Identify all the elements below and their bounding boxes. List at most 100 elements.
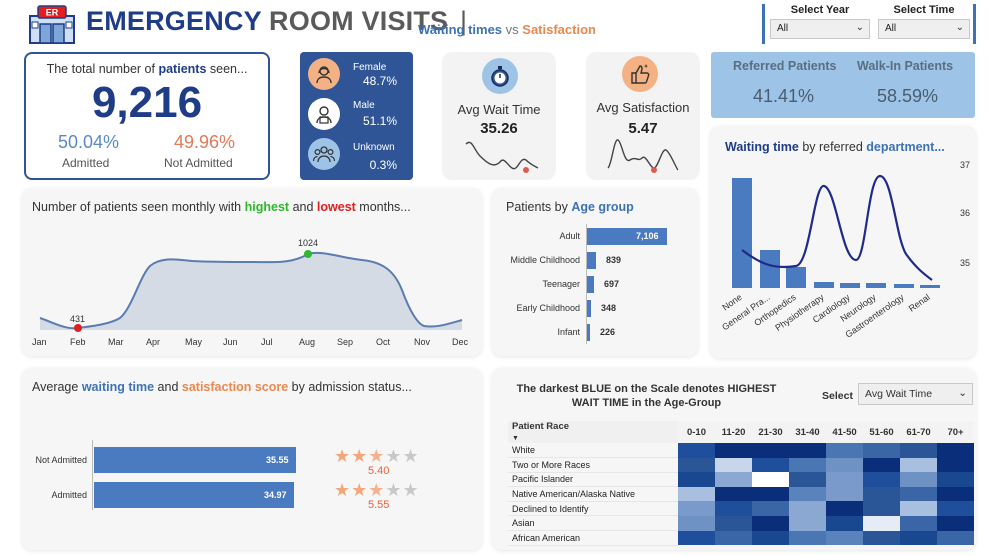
heatmap-cell[interactable] <box>937 530 974 546</box>
month-label-oct: Oct <box>376 337 391 347</box>
heatmap-cell[interactable] <box>937 501 974 516</box>
select-year-label: Select Year <box>790 4 850 16</box>
heatmap-cell[interactable] <box>863 443 900 458</box>
heatmap-cell[interactable] <box>678 486 715 502</box>
heatmap-cell[interactable] <box>789 515 826 531</box>
heatmap-cell[interactable] <box>715 486 752 502</box>
heatmap-row: Two or More Races <box>508 457 974 473</box>
age-header-6[interactable]: 61-70 <box>900 421 937 443</box>
select-year-slicer: Select Year All ⌄ <box>770 4 870 39</box>
bar-orthopedics <box>786 267 806 288</box>
department-chart-card <box>710 126 976 358</box>
age-header-3[interactable]: 31-40 <box>789 421 826 443</box>
heatmap-cell[interactable] <box>900 530 937 546</box>
month-label-aug: Aug <box>299 337 316 347</box>
y-tick-36: 36 <box>960 208 971 218</box>
heatmap-cell[interactable] <box>826 530 863 546</box>
heatmap-cell[interactable] <box>826 472 863 487</box>
heatmap-cell[interactable] <box>937 443 974 458</box>
age-header-1[interactable]: 11-20 <box>715 421 752 443</box>
heatmap-cell[interactable] <box>900 501 937 516</box>
heatmap-cell[interactable] <box>715 472 752 487</box>
heatmap-cell[interactable] <box>937 472 974 487</box>
age-header-4[interactable]: 41-50 <box>826 421 863 443</box>
heatmap-cell[interactable] <box>715 457 752 473</box>
month-label-may: May <box>185 337 203 347</box>
heatmap-cell[interactable] <box>826 515 863 531</box>
heatmap-cell[interactable] <box>900 472 937 487</box>
heatmap-cell[interactable] <box>863 530 900 546</box>
age-value-4: 226 <box>600 327 616 337</box>
lowest-value-label: 431 <box>70 314 86 324</box>
heatmap-cell[interactable] <box>937 515 974 531</box>
heatmap-cell[interactable] <box>789 486 826 502</box>
heatmap-cell[interactable] <box>863 457 900 473</box>
heatmap-cell[interactable] <box>678 530 715 546</box>
select-year-dropdown[interactable]: All ⌄ <box>770 19 870 39</box>
heatmap-title: The darkest BLUE on the Scale denotes HI… <box>516 383 777 409</box>
heatmap-cell[interactable] <box>752 457 789 473</box>
heatmap-cell[interactable] <box>678 457 715 473</box>
avg-satisfaction-value: 5.47 <box>628 120 658 137</box>
heatmap-cell[interactable] <box>715 501 752 516</box>
heatmap-cell[interactable] <box>789 501 826 516</box>
stopwatch-icon <box>482 58 518 94</box>
heatmap-cell[interactable] <box>678 443 715 458</box>
heatmap-cell[interactable] <box>937 486 974 502</box>
heatmap-cell[interactable] <box>900 443 937 458</box>
heatmap-cell[interactable] <box>826 443 863 458</box>
age-header-5[interactable]: 51-60 <box>863 421 900 443</box>
highest-month-marker <box>304 250 312 258</box>
heatmap-cell[interactable] <box>715 530 752 546</box>
heatmap-cell[interactable] <box>789 457 826 473</box>
not-admitted-row-label: Not Admitted <box>35 455 87 465</box>
heatmap-measure-dropdown[interactable]: Avg Wait Time ⌄ <box>858 383 973 405</box>
heatmap-cell[interactable] <box>826 486 863 502</box>
age-header-7[interactable]: 70+ <box>937 421 974 443</box>
not-admitted-pct: 49.96% <box>174 132 236 152</box>
heatmap-cell[interactable] <box>752 486 789 502</box>
race-label: African American <box>508 530 678 546</box>
age-header-2[interactable]: 21-30 <box>752 421 789 443</box>
avg-satisfaction-sparkline <box>607 139 679 173</box>
bar-general-practice <box>760 250 780 288</box>
heatmap-cell[interactable] <box>678 515 715 531</box>
heatmap-cell[interactable] <box>900 486 937 502</box>
male-icon <box>308 98 340 130</box>
race-label: Two or More Races <box>508 457 678 473</box>
heatmap-cell[interactable] <box>900 515 937 531</box>
heatmap-cell[interactable] <box>863 472 900 487</box>
age-value-3: 348 <box>601 303 617 313</box>
month-label-sep: Sep <box>337 337 354 347</box>
month-label-dec: Dec <box>452 337 469 347</box>
heatmap-cell[interactable] <box>863 486 900 502</box>
age-header-0[interactable]: 0-10 <box>678 421 715 443</box>
heatmap-cell[interactable] <box>715 515 752 531</box>
race-header[interactable]: Patient Race ▼ <box>508 421 678 443</box>
select-time-dropdown[interactable]: All ⌄ <box>878 19 970 39</box>
heatmap-cell[interactable] <box>937 457 974 473</box>
heatmap-cell[interactable] <box>752 501 789 516</box>
monthly-area-chart <box>39 250 463 332</box>
heatmap-cell[interactable] <box>789 472 826 487</box>
heatmap-row: African American <box>508 530 974 546</box>
heatmap-cell[interactable] <box>752 443 789 458</box>
heatmap-cell[interactable] <box>752 530 789 546</box>
heatmap-cell[interactable] <box>678 501 715 516</box>
male-label: Male <box>353 100 375 111</box>
heatmap-cell[interactable] <box>826 457 863 473</box>
heatmap-cell[interactable] <box>863 501 900 516</box>
heatmap-cell[interactable] <box>752 472 789 487</box>
age-group-title: Patients by Age group <box>506 200 634 214</box>
heatmap-cell[interactable] <box>715 443 752 458</box>
heatmap-cell[interactable] <box>863 515 900 531</box>
heatmap-cell[interactable] <box>678 472 715 487</box>
referred-value: 41.41% <box>753 86 815 106</box>
heatmap-cell[interactable] <box>789 530 826 546</box>
heatmap-cell[interactable] <box>752 515 789 531</box>
heatmap-cell[interactable] <box>826 501 863 516</box>
page-subtitle: Waiting times vs Satisfaction <box>418 22 596 37</box>
heatmap-cell[interactable] <box>900 457 937 473</box>
heatmap-cell[interactable] <box>789 443 826 458</box>
heatmap-row: White <box>508 443 974 459</box>
